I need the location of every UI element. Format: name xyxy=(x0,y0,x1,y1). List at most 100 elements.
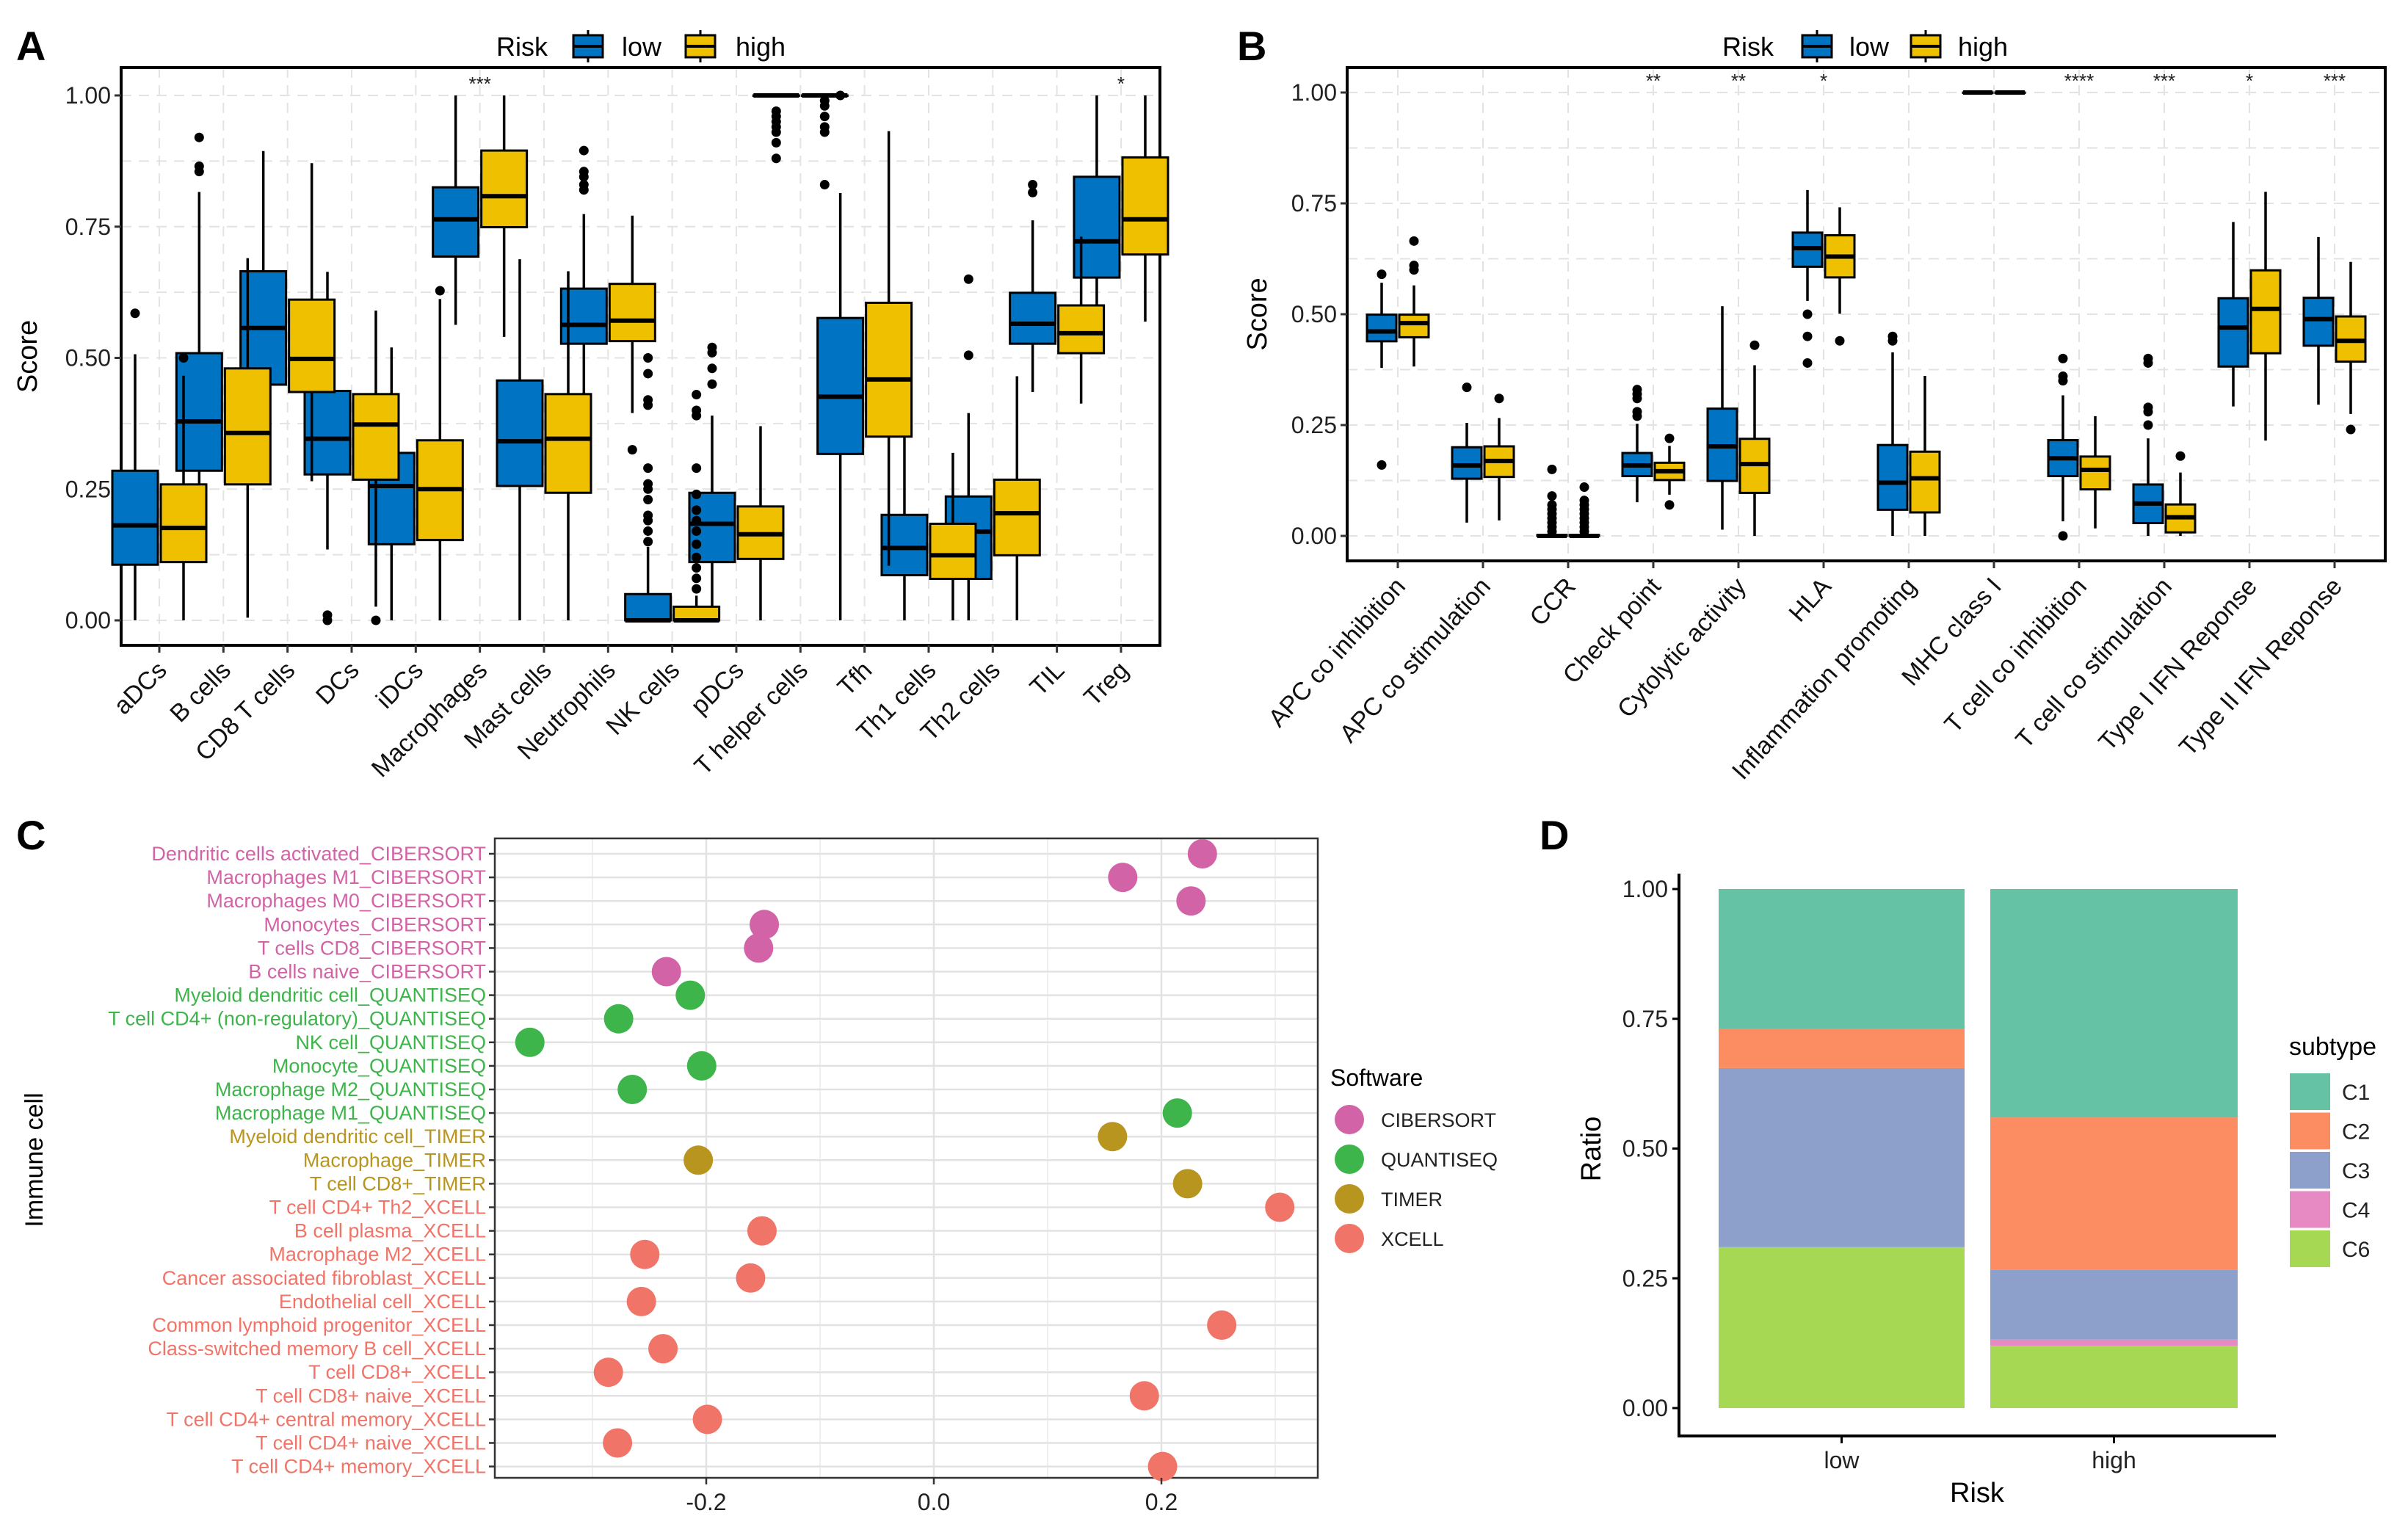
legend-label-c6: C6 xyxy=(2342,1238,2370,1262)
data-point xyxy=(1265,1192,1295,1222)
outlier-point xyxy=(1462,382,1472,393)
outlier-point xyxy=(1028,180,1038,190)
y-category-label: Macrophage_TIMER xyxy=(303,1149,486,1171)
data-point xyxy=(750,910,780,940)
y-tick-label: 1.00 xyxy=(1291,79,1337,106)
legend-label-high: high xyxy=(736,32,786,62)
significance-marker: *** xyxy=(468,73,490,95)
y-category-label: T cell CD4+ naive_XCELL xyxy=(255,1432,486,1454)
outlier-point xyxy=(1547,464,1557,474)
legend-key-c2 xyxy=(2290,1112,2330,1150)
box-high xyxy=(1398,313,1430,338)
bar-segment-c2 xyxy=(1990,1117,2238,1270)
panel-label-c: C xyxy=(16,812,46,858)
outlier-point xyxy=(643,510,653,521)
data-point xyxy=(686,1051,717,1081)
data-point xyxy=(675,980,706,1010)
box-low xyxy=(1876,443,1909,511)
outlier-point xyxy=(819,95,830,106)
data-point xyxy=(603,1428,633,1458)
box-high xyxy=(608,283,656,343)
y-category-label: Macrophage M1_QUANTISEQ xyxy=(215,1102,486,1124)
box-high xyxy=(223,367,272,486)
box-high xyxy=(544,393,592,494)
data-point xyxy=(1176,886,1206,916)
bar-segment-c4 xyxy=(1990,1339,2238,1346)
y-category-label: T cell CD8+_TIMER xyxy=(310,1172,486,1194)
outlier-point xyxy=(1632,407,1642,417)
outlier-point xyxy=(692,505,702,515)
box-low xyxy=(496,379,544,487)
outlier-point xyxy=(643,479,653,489)
outlier-point xyxy=(1664,500,1675,510)
outlier-point xyxy=(692,573,702,584)
y-category-label: T cell CD4+ Th2_XCELL xyxy=(269,1197,486,1219)
outlier-point xyxy=(771,106,781,116)
outlier-point xyxy=(627,445,637,455)
legend-key-timer xyxy=(1335,1184,1364,1214)
outlier-point xyxy=(1579,496,1589,506)
y-category-label: T cell CD4+ (non-regulatory)_QUANTISEQ xyxy=(108,1008,486,1030)
plot-background xyxy=(495,838,1318,1478)
outlier-point xyxy=(1802,358,1813,368)
y-axis-title: Score xyxy=(12,320,43,393)
data-point xyxy=(747,1216,777,1246)
outlier-point xyxy=(643,369,653,379)
outlier-point xyxy=(643,495,653,505)
outlier-point xyxy=(2175,451,2186,461)
data-point xyxy=(603,1004,634,1034)
outlier-point xyxy=(1409,261,1419,271)
legend-label-c2: C2 xyxy=(2342,1120,2370,1145)
outlier-point xyxy=(692,526,702,536)
y-tick-label: 0.00 xyxy=(65,607,111,634)
outlier-point xyxy=(1664,433,1675,443)
legend-title: Risk xyxy=(496,32,548,62)
outlier-point xyxy=(130,308,140,319)
legend-label-timer: TIMER xyxy=(1381,1189,1443,1211)
legend-key-cibersort xyxy=(1335,1105,1364,1134)
outlier-point xyxy=(643,353,653,363)
data-point xyxy=(648,1334,678,1364)
panel-d-stacked-bar: low high 0.00 0.25 0.50 0.75 1.00 Risk Ratio subt… xyxy=(1576,874,2376,1509)
legend-title: subtype xyxy=(2289,1033,2376,1061)
data-point xyxy=(630,1239,660,1269)
legend-title: Risk xyxy=(1722,32,1774,62)
legend-key-c1 xyxy=(2290,1073,2330,1110)
outlier-point xyxy=(1547,491,1557,501)
outlier-point xyxy=(2058,353,2068,363)
panel-label-a: A xyxy=(16,23,46,69)
outlier-point xyxy=(692,584,702,594)
x-tick-label: 0.0 xyxy=(918,1489,950,1515)
data-point xyxy=(593,1357,623,1388)
bar-segment-c1 xyxy=(1990,889,2238,1118)
y-axis-title: Immune cell xyxy=(21,1092,48,1227)
x-tick-label: 0.2 xyxy=(1145,1489,1178,1515)
plot-frame xyxy=(493,837,1319,1479)
y-category-label: Class-switched memory B cell_XCELL xyxy=(148,1338,486,1360)
box-low xyxy=(1366,313,1398,343)
outlier-point xyxy=(2058,531,2068,541)
y-axis-title: Score xyxy=(1242,278,1273,350)
outlier-point xyxy=(579,145,589,156)
data-point xyxy=(736,1263,766,1293)
data-point xyxy=(1129,1381,1159,1411)
y-category-label: Myeloid dendritic cell_TIMER xyxy=(229,1125,486,1147)
y-tick-label: 0.00 xyxy=(1291,523,1337,549)
outlier-point xyxy=(643,537,653,547)
significance-marker: ** xyxy=(1731,70,1746,92)
box-high xyxy=(288,298,336,393)
outlier-point xyxy=(1409,236,1419,246)
outlier-point xyxy=(643,526,653,536)
y-category-label: Monocyte_QUANTISEQ xyxy=(272,1055,486,1077)
significance-marker: *** xyxy=(2324,70,2346,92)
outlier-point xyxy=(1632,385,1642,395)
outlier-point xyxy=(194,162,204,172)
box-high xyxy=(929,522,977,581)
outlier-point xyxy=(963,350,973,360)
outlier-point xyxy=(1887,331,1898,341)
box-high xyxy=(159,483,208,564)
box-low xyxy=(624,592,672,622)
y-tick-label: 0.75 xyxy=(1622,1006,1668,1032)
data-point xyxy=(1147,1451,1178,1481)
y-category-label: Macrophage M2_QUANTISEQ xyxy=(215,1078,486,1100)
